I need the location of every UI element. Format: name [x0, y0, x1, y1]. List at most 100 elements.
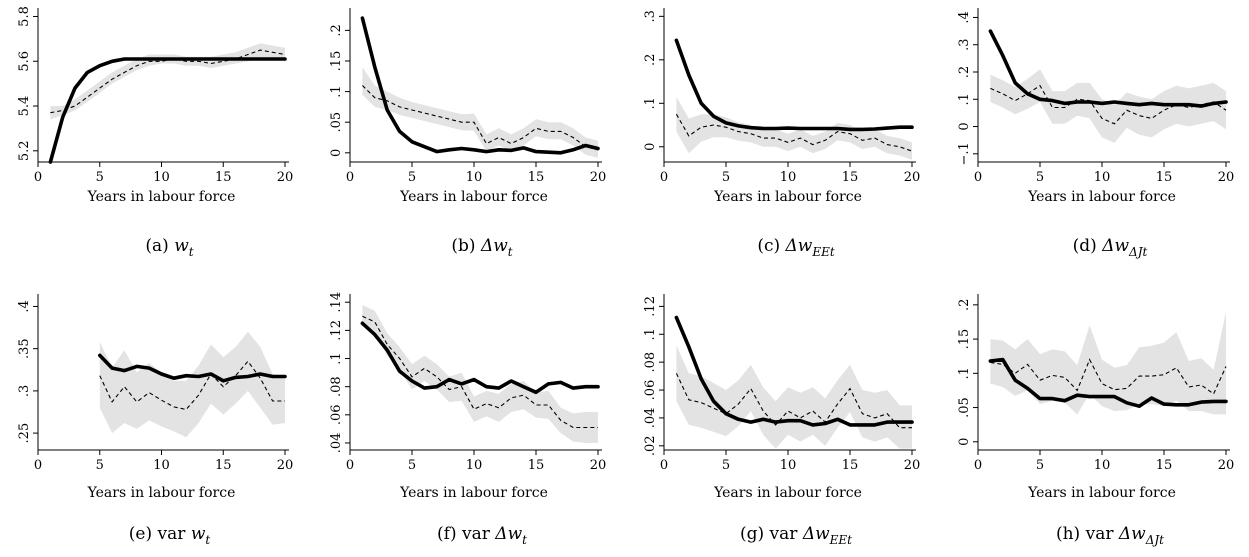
panel-c: 0 5 10 15 20 0 .1 .2 .3 Years in labour force (c) … [643, 8, 920, 259]
x-tick-label: 10 [153, 170, 170, 185]
panel-e: 0 5 10 15 20 .25 .3 .35 .4 Years in labour force (… [17, 294, 293, 547]
x-tick-label: 20 [590, 170, 607, 185]
y-tick-label: .15 [957, 329, 972, 350]
panel-caption: (a) wt [145, 236, 193, 259]
caption-symbol: Δw [785, 236, 813, 256]
x-tick-label: 10 [780, 458, 797, 473]
x-tick-label: 15 [528, 170, 545, 185]
x-tick-label: 5 [96, 458, 104, 473]
y-tick-label: .3 [957, 39, 972, 51]
panel-caption: (d) ΔwΔJt [1073, 236, 1148, 259]
data-line [675, 373, 912, 429]
y-tick-label: .1 [957, 367, 972, 379]
data-line [990, 84, 1227, 125]
y-tick-label: .04 [643, 408, 658, 429]
panel-caption: (f) var Δwt [437, 524, 527, 547]
x-tick-label: 10 [1094, 170, 1111, 185]
caption-letter: (c) [757, 236, 785, 256]
data-line [990, 358, 1227, 395]
y-tick-label: .06 [329, 404, 344, 425]
caption-subscript: t [205, 533, 210, 547]
x-tick-label: 10 [466, 458, 483, 473]
y-tick-label: 5.4 [17, 96, 32, 117]
model-line [360, 321, 600, 395]
caption-subscript: EEt [811, 245, 835, 259]
caption-symbol: Δw [802, 524, 830, 544]
x-tick-label: 15 [842, 458, 859, 473]
x-tick-label: 20 [1218, 458, 1235, 473]
panel-b: 0 5 10 15 20 0 .05 .1 .15 .2 Years in labour force… [329, 8, 606, 259]
confidence-band [676, 96, 912, 160]
x-tick-label: 10 [1094, 458, 1111, 473]
x-tick-label: 20 [904, 170, 921, 185]
x-tick-label: 5 [722, 458, 730, 473]
y-tick-label: 0 [643, 143, 658, 151]
caption-subscript: EEt [829, 533, 853, 547]
x-tick-label: 0 [974, 170, 982, 185]
x-axis-label: Years in labour force [87, 485, 236, 501]
y-tick-label: .1 [329, 85, 344, 97]
caption-symbol: Δw [1118, 524, 1146, 544]
confidence-band [990, 311, 1226, 415]
caption-symbol: Δw [494, 524, 522, 544]
y-tick-label: .2 [957, 299, 972, 311]
x-tick-label: 5 [1036, 458, 1044, 473]
y-tick-label: 0 [957, 438, 972, 446]
y-tick-label: .08 [643, 352, 658, 373]
x-axis-label: Years in labour force [713, 485, 862, 501]
x-tick-label: 10 [466, 170, 483, 185]
caption-symbol: w [174, 236, 189, 256]
caption-subscript: ΔJt [1145, 533, 1164, 547]
y-tick-label: 5.6 [17, 51, 32, 72]
y-tick-label: .1 [957, 93, 972, 105]
x-axis-label: Years in labour force [713, 189, 862, 205]
y-tick-label: .2 [329, 24, 344, 36]
x-tick-label: 15 [528, 458, 545, 473]
x-tick-label: 0 [34, 458, 42, 473]
x-axis-label: Years in labour force [1027, 485, 1176, 501]
model-line [48, 57, 287, 164]
y-tick-label: 5.2 [17, 140, 32, 161]
x-tick-label: 0 [346, 170, 354, 185]
model-line [674, 315, 914, 427]
x-tick-label: 15 [1156, 458, 1173, 473]
x-tick-label: 15 [215, 458, 232, 473]
x-axis-label: Years in labour force [399, 189, 548, 205]
panel-f: 0 5 10 15 20 .04 .06 .08 .1 .12 .14 Years in labour… [329, 292, 606, 547]
x-tick-label: 5 [722, 170, 730, 185]
confidence-band [676, 345, 912, 449]
y-tick-label: .04 [329, 433, 344, 454]
y-tick-label: .35 [17, 338, 32, 359]
y-tick-label: 0 [329, 149, 344, 157]
data-line [362, 315, 598, 429]
panel-g: 0 5 10 15 20 .02 .04 .06 .08 .1 .12 Years in labour… [643, 294, 920, 547]
model-line [98, 353, 287, 383]
y-tick-label: .14 [329, 292, 344, 313]
data-line [362, 85, 599, 151]
data-line [675, 113, 913, 152]
x-tick-label: 0 [660, 170, 668, 185]
x-tick-label: 10 [153, 458, 170, 473]
y-tick-label: .1 [643, 97, 658, 109]
x-tick-label: 20 [277, 170, 294, 185]
caption-letter: (f) [437, 524, 462, 544]
y-tick-label: .08 [329, 376, 344, 397]
y-tick-label: .15 [329, 51, 344, 72]
x-tick-label: 20 [277, 458, 294, 473]
caption-letter: (g) [740, 524, 770, 544]
x-tick-label: 5 [96, 170, 104, 185]
x-tick-label: 5 [408, 170, 416, 185]
caption-prefix: var [1085, 524, 1119, 544]
y-tick-label: .3 [643, 10, 658, 22]
panel-caption: (b) Δwt [451, 236, 512, 259]
panel-caption: (e) var wt [129, 524, 211, 547]
x-axis-label: Years in labour force [1027, 189, 1176, 205]
caption-symbol: Δw [480, 236, 508, 256]
panel-a: 0 5 10 15 20 5.2 5.4 5.6 5.8 Years in labour forc… [17, 6, 293, 259]
y-tick-label: 5.8 [17, 6, 32, 27]
caption-prefix: var [157, 524, 191, 544]
y-tick-label: .25 [17, 423, 32, 444]
x-tick-label: 20 [904, 458, 921, 473]
